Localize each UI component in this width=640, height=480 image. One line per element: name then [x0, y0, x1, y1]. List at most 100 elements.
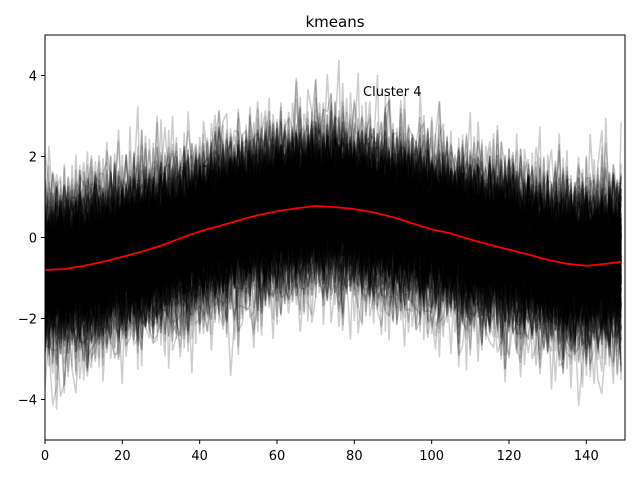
series-line [45, 175, 622, 347]
y-tick-label: 2 [29, 151, 37, 166]
series-line [45, 111, 622, 324]
series-line [45, 148, 622, 326]
series-line [45, 143, 622, 344]
series-line [45, 145, 622, 341]
series-line [45, 196, 622, 383]
series-line [45, 112, 622, 320]
series-line [45, 146, 622, 319]
series-line [45, 105, 622, 291]
series-line [45, 167, 622, 335]
series-line [45, 150, 622, 376]
series-line [45, 93, 622, 321]
series-line [45, 143, 622, 306]
series-line [45, 135, 622, 340]
series-line [45, 97, 622, 320]
series-line [45, 108, 622, 331]
series-line [45, 161, 622, 352]
series-line [45, 164, 622, 355]
series-line [45, 147, 622, 350]
series-line [45, 143, 622, 317]
series-line [45, 110, 622, 279]
series-line [45, 143, 622, 334]
series-line [45, 205, 622, 378]
series-line [45, 89, 622, 287]
y-axis: −4 −2 0 2 4 [18, 70, 45, 409]
series-line [45, 112, 622, 320]
series-line [45, 204, 622, 394]
series-line [45, 116, 622, 332]
series-line [45, 138, 622, 319]
series-line [45, 128, 622, 302]
series-line [45, 159, 622, 352]
series-line [45, 133, 622, 327]
series-line [45, 177, 622, 374]
series-line [45, 117, 622, 305]
series-line [45, 166, 622, 337]
series-line [45, 131, 622, 302]
series-line [45, 171, 622, 367]
series-line [45, 171, 622, 342]
series-line [45, 153, 622, 345]
x-tick-label: 40 [191, 449, 208, 464]
series-line [45, 93, 622, 291]
centroid-line [45, 204, 622, 271]
series-line [45, 196, 622, 368]
series-line [45, 151, 622, 323]
series-line [45, 114, 622, 306]
series-line [45, 119, 622, 310]
series-line [45, 124, 622, 311]
series-line [45, 133, 622, 323]
series-line [45, 142, 622, 304]
series-line [45, 98, 622, 290]
series-line [45, 160, 622, 346]
series-line [45, 167, 622, 341]
series-line [45, 130, 622, 324]
series-line [45, 188, 622, 371]
series-line [45, 110, 622, 286]
series-line [45, 146, 622, 314]
series-line [45, 102, 622, 330]
series-line [45, 128, 622, 343]
series-line [45, 173, 622, 381]
series-line [45, 132, 622, 317]
series-line [45, 134, 622, 340]
series-line [45, 132, 622, 322]
series-line [45, 131, 622, 316]
series-line [45, 165, 622, 368]
series-line [45, 114, 622, 283]
series-line [45, 120, 622, 299]
y-tick-label: −4 [18, 394, 37, 409]
series-line [45, 150, 622, 326]
series-line [45, 153, 622, 344]
series-line [45, 200, 622, 372]
series-line [45, 189, 622, 358]
series-line [45, 159, 622, 367]
series-line [45, 112, 622, 291]
series-line [45, 121, 622, 292]
series-line [45, 156, 622, 367]
series-line [45, 101, 622, 293]
series-line [45, 148, 622, 343]
series-line [45, 105, 622, 304]
series-line [45, 92, 622, 299]
series-line [45, 151, 622, 346]
series-line [45, 125, 622, 321]
y-tick-label: 4 [29, 70, 37, 85]
series-line [45, 133, 622, 330]
series-line [45, 161, 622, 311]
series-line [45, 121, 622, 341]
series-line [45, 163, 622, 324]
series-line [45, 154, 622, 328]
series-line [45, 116, 622, 347]
series-line [45, 207, 622, 380]
series-line [45, 136, 622, 301]
series-line [45, 101, 622, 296]
series-line [45, 125, 622, 337]
series-line [45, 101, 622, 300]
series-line [45, 121, 622, 317]
series-line [45, 159, 622, 350]
series-line [45, 162, 622, 337]
series-line [45, 182, 622, 373]
series-line [45, 180, 622, 371]
series-line [45, 164, 622, 377]
